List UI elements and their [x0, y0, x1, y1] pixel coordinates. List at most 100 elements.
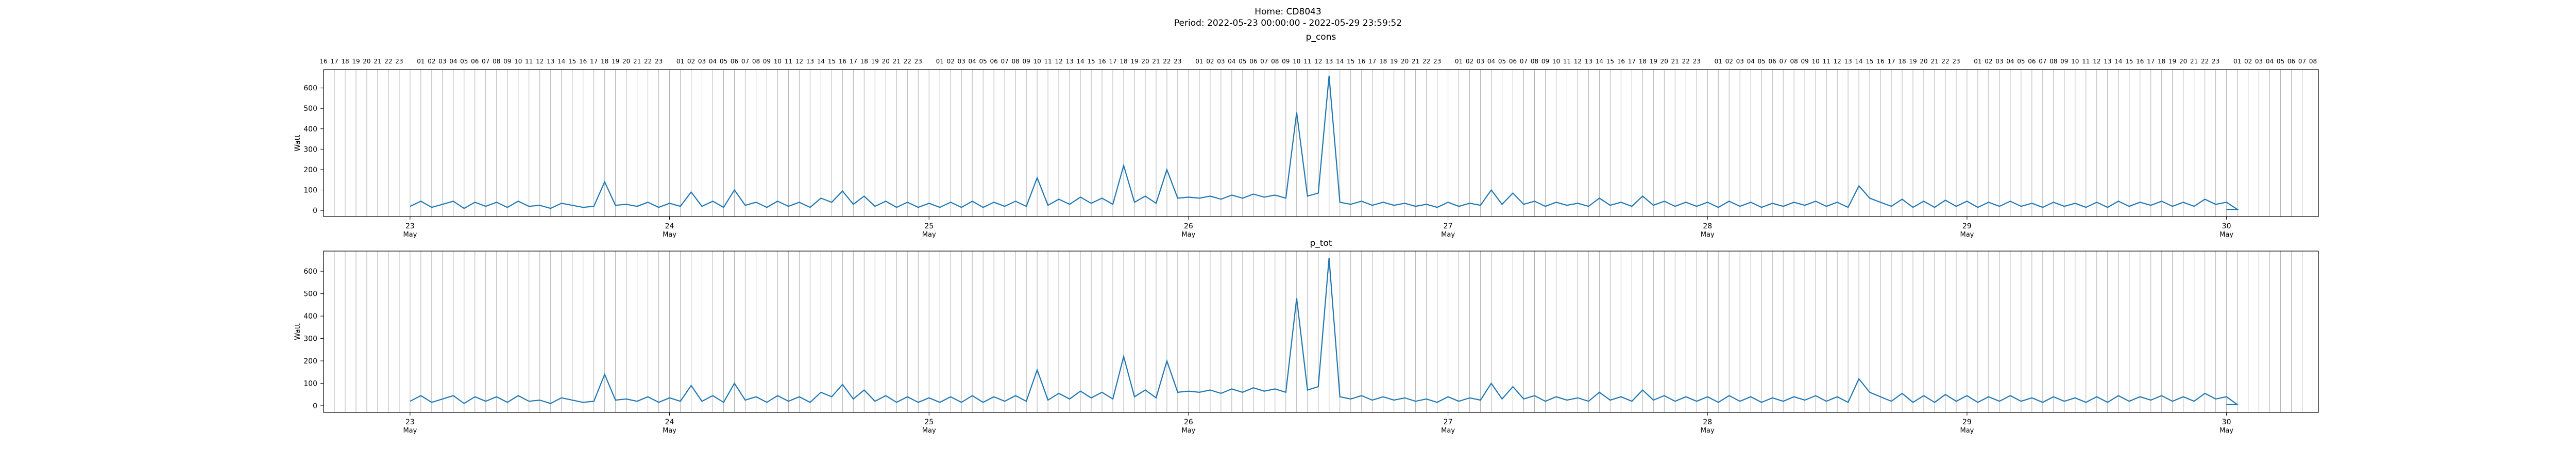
- x-tick-day: 29: [1962, 418, 1972, 426]
- hour-tick-label: 09: [1801, 58, 1809, 65]
- hour-tick-label: 11: [1303, 58, 1311, 65]
- x-tick-day: 26: [1184, 222, 1193, 230]
- hour-tick-label: 23: [1693, 58, 1701, 65]
- x-tick-month: May: [1701, 231, 1715, 239]
- hour-tick-label: 19: [1130, 58, 1138, 65]
- hour-tick-label: 19: [352, 58, 360, 65]
- hour-tick-label: 03: [1995, 58, 2003, 65]
- hour-tick-label: 11: [785, 58, 792, 65]
- hour-tick-label: 04: [1228, 58, 1235, 65]
- hour-tick-label: 07: [2298, 58, 2306, 65]
- hour-tick-label: 20: [1920, 58, 1927, 65]
- hour-tick-label: 11: [1822, 58, 1830, 65]
- hour-tick-label: 12: [1833, 58, 1841, 65]
- series-line: [410, 257, 2239, 405]
- hour-tick-label: 13: [1325, 58, 1333, 65]
- y-tick-label: 0: [313, 207, 317, 215]
- y-tick-label: 400: [303, 125, 317, 134]
- x-tick-month: May: [1960, 427, 1974, 435]
- hour-tick-label: 23: [655, 58, 663, 65]
- hour-tick-label: 01: [1195, 58, 1203, 65]
- figure-title-home: Home: CD8043: [1255, 7, 1321, 17]
- x-tick-day: 23: [405, 418, 415, 426]
- hour-tick-label: 04: [709, 58, 717, 65]
- y-tick-label: 200: [303, 357, 317, 366]
- hour-tick-label: 14: [1336, 58, 1344, 65]
- hour-tick-label: 18: [2158, 58, 2165, 65]
- hour-tick-label: 06: [2287, 58, 2295, 65]
- y-tick-label: 400: [303, 312, 317, 321]
- hour-tick-label: 09: [1541, 58, 1549, 65]
- hour-tick-label: 12: [795, 58, 803, 65]
- x-tick-month: May: [1441, 231, 1455, 239]
- hour-tick-label: 05: [979, 58, 987, 65]
- x-tick-month: May: [403, 231, 417, 239]
- hour-tick-label: 15: [828, 58, 836, 65]
- x-tick-month: May: [1701, 427, 1715, 435]
- hour-tick-label: 16: [839, 58, 846, 65]
- hour-tick-label: 17: [850, 58, 857, 65]
- hour-tick-label: 04: [969, 58, 976, 65]
- plot-frame: [323, 69, 2319, 217]
- hour-tick-label: 15: [1606, 58, 1614, 65]
- hour-tick-label: 21: [1930, 58, 1938, 65]
- hour-tick-label: 10: [1552, 58, 1560, 65]
- x-tick-day: 26: [1184, 418, 1193, 426]
- hour-tick-label: 18: [1120, 58, 1127, 65]
- hour-tick-label: 06: [1249, 58, 1257, 65]
- hour-tick-label: 02: [1466, 58, 1473, 65]
- x-tick-month: May: [403, 427, 417, 435]
- x-tick-day: 25: [924, 222, 934, 230]
- panel-title: p_tot: [1310, 238, 1332, 248]
- hour-tick-label: 05: [1239, 58, 1246, 65]
- hour-tick-label: 06: [2028, 58, 2036, 65]
- hour-tick-label: 08: [1790, 58, 1798, 65]
- hour-tick-label: 08: [493, 58, 500, 65]
- hour-tick-label: 16: [1358, 58, 1365, 65]
- hour-tick-label: 16: [579, 58, 587, 65]
- x-tick-day: 30: [2222, 222, 2231, 230]
- y-tick-label: 300: [303, 335, 317, 343]
- hour-tick-label: 23: [914, 58, 922, 65]
- hour-tick-label: 20: [2179, 58, 2187, 65]
- hour-tick-label: 20: [1660, 58, 1668, 65]
- hour-tick-label: 16: [1617, 58, 1625, 65]
- x-tick-month: May: [922, 231, 936, 239]
- hour-tick-label: 08: [2309, 58, 2317, 65]
- x-tick-day: 29: [1962, 222, 1972, 230]
- hour-tick-label: 14: [2114, 58, 2122, 65]
- hour-tick-label: 17: [590, 58, 598, 65]
- hour-tick-label: 15: [1087, 58, 1095, 65]
- hour-tick-label: 19: [871, 58, 879, 65]
- hour-tick-label: 07: [741, 58, 749, 65]
- hour-tick-label: 10: [1293, 58, 1300, 65]
- hour-tick-label: 21: [633, 58, 641, 65]
- x-tick-month: May: [2219, 231, 2233, 239]
- hour-tick-label: 04: [1747, 58, 1755, 65]
- hour-tick-label: 16: [1098, 58, 1106, 65]
- hour-tick-label: 05: [720, 58, 727, 65]
- hour-tick-label: 09: [1022, 58, 1030, 65]
- hour-tick-label: 04: [449, 58, 457, 65]
- hour-tick-label: 05: [1498, 58, 1506, 65]
- x-tick-month: May: [1181, 427, 1195, 435]
- hour-tick-label: 05: [1758, 58, 1766, 65]
- hour-tick-label: 06: [990, 58, 998, 65]
- hour-tick-label: 09: [763, 58, 771, 65]
- hour-tick-label: 01: [1974, 58, 1981, 65]
- hour-tick-label: 03: [1217, 58, 1225, 65]
- hour-tick-label: 09: [503, 58, 511, 65]
- x-tick-day: 24: [665, 418, 674, 426]
- hour-tick-label: 22: [2201, 58, 2209, 65]
- panel-title: p_cons: [1306, 32, 1336, 42]
- hour-tick-label: 18: [1379, 58, 1387, 65]
- hour-tick-label: 21: [893, 58, 901, 65]
- hour-tick-label: 14: [557, 58, 565, 65]
- y-tick-label: 600: [303, 85, 317, 93]
- hour-tick-label: 09: [2060, 58, 2068, 65]
- hour-tick-label: 14: [1076, 58, 1084, 65]
- hour-tick-label: 22: [1163, 58, 1171, 65]
- hour-tick-label: 17: [1368, 58, 1376, 65]
